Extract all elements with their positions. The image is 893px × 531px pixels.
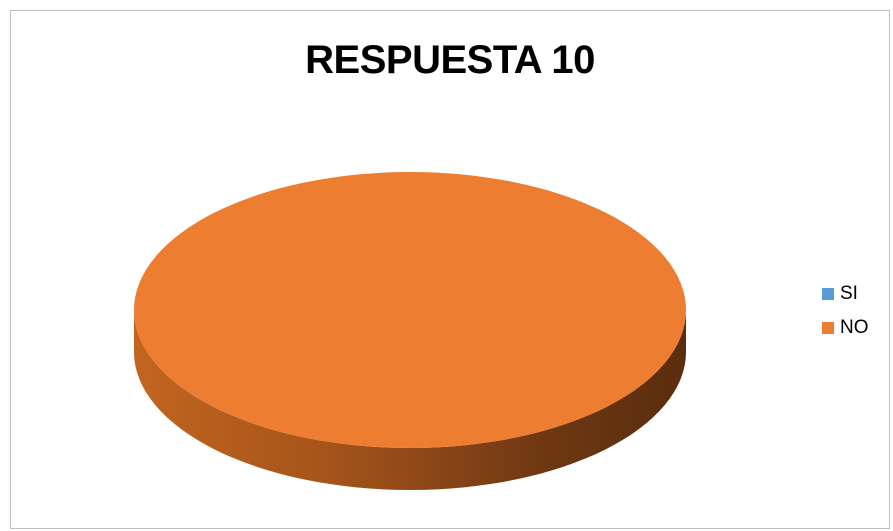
legend-label-no: NO [840,317,869,338]
legend-item-si: SI [822,281,869,307]
legend-item-no: NO [822,315,869,341]
pie-slice-no [134,172,686,448]
chart-title: RESPUESTA 10 [305,38,595,82]
legend-swatch-si [822,288,834,300]
legend-label-si: SI [840,283,858,304]
legend-swatch-no [822,322,834,334]
pie-slices [134,172,686,490]
legend: SI NO [822,281,869,349]
pie-side-wall [134,310,686,490]
